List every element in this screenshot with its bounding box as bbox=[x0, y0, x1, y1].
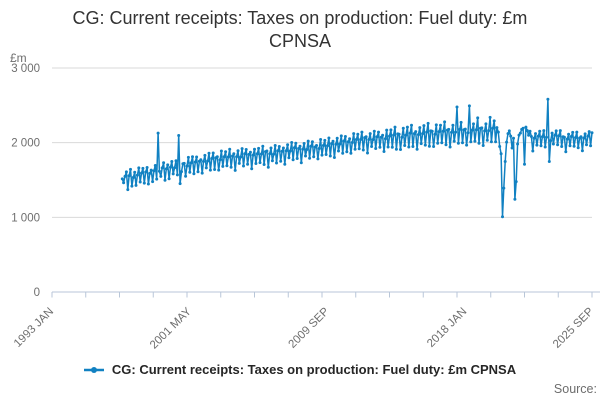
data-points bbox=[120, 97, 594, 219]
chart-title: CG: Current receipts: Taxes on productio… bbox=[0, 7, 600, 53]
y-axis-unit-label: £m bbox=[10, 51, 27, 65]
y-tick-label: 3 000 bbox=[11, 63, 40, 75]
x-tick-label: 2009 SEP bbox=[287, 305, 332, 350]
y-tick-label: 0 bbox=[34, 287, 40, 299]
x-tick-label: 2001 MAY bbox=[148, 305, 194, 351]
chart-title-line1: CG: Current receipts: Taxes on productio… bbox=[72, 8, 528, 28]
legend-series-marker-icon bbox=[83, 366, 104, 373]
x-tick-label: 1993 JAN bbox=[12, 306, 56, 350]
y-tick-label: 2 000 bbox=[11, 138, 40, 150]
chart-title-line2: CPNSA bbox=[268, 31, 331, 51]
y-tick-label: 1 000 bbox=[11, 212, 40, 224]
legend-series-label: CG: Current receipts: Taxes on productio… bbox=[111, 362, 517, 377]
x-tick-label: 2018 JAN bbox=[425, 306, 469, 350]
legend-item[interactable]: CG: Current receipts: Taxes on productio… bbox=[83, 362, 517, 377]
x-tick-label: 2025 SEP bbox=[551, 305, 596, 350]
source-label: Source: bbox=[553, 382, 597, 396]
legend: CG: Current receipts: Taxes on productio… bbox=[0, 362, 600, 377]
